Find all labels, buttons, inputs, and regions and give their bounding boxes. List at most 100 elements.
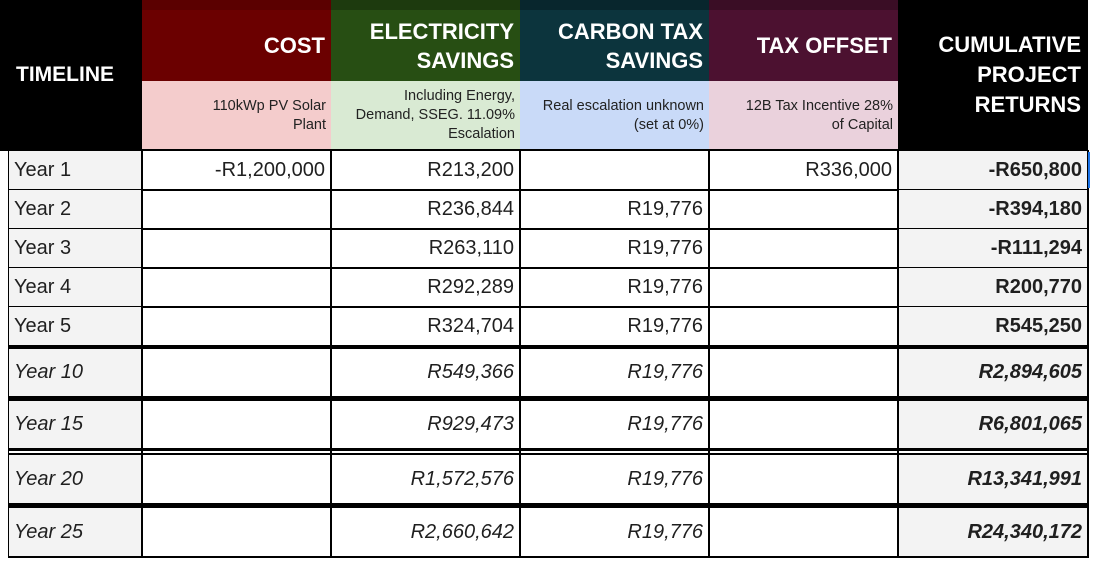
cell-cost[interactable] [142, 349, 331, 396]
cell-year[interactable]: Year 15 [8, 401, 142, 448]
tax-subheader-text: 12B Tax Incentive 28% of Capital [745, 97, 893, 133]
cell-tax[interactable] [709, 401, 898, 448]
cell-tax[interactable] [709, 307, 898, 345]
cell-electricity[interactable]: R324,704 [427, 314, 514, 337]
cell-cost[interactable]: -R1,200,000 [214, 158, 325, 181]
cell-year[interactable]: Year 10 [8, 349, 142, 396]
row-divider [8, 267, 1088, 269]
carbon-header: CARBON TAX SAVINGS [520, 10, 709, 81]
column-divider [897, 150, 899, 558]
cell-cumulative[interactable]: -R650,800 [898, 151, 1088, 189]
cost-subheader-text: 110kWp PV Solar Plant [212, 97, 326, 133]
header-bottom-border [0, 149, 1088, 151]
cell-cost[interactable] [142, 401, 331, 448]
cell-cumulative[interactable]: R200,770 [898, 268, 1088, 306]
cell-cumulative[interactable]: R13,341,991 [898, 455, 1088, 503]
cell-cumulative[interactable]: R2,894,605 [898, 349, 1088, 396]
cell-tax[interactable]: R336,000 [805, 158, 892, 181]
cell-carbon[interactable]: R19,776 [627, 467, 703, 490]
cell-cost[interactable] [142, 455, 331, 503]
row-top-border [8, 399, 1088, 401]
timeline-header: TIMELINE [0, 0, 142, 150]
cell-electricity[interactable]: R213,200 [427, 158, 514, 181]
cost-header: COST [142, 10, 331, 81]
cell-tax[interactable] [709, 349, 898, 396]
cell-cost[interactable] [142, 268, 331, 306]
cell-tax[interactable] [709, 455, 898, 503]
cell-tax[interactable] [709, 190, 898, 228]
cell-tax[interactable] [709, 508, 898, 556]
column-divider [330, 150, 332, 558]
cell-carbon[interactable]: R19,776 [627, 361, 703, 383]
cell-tax[interactable] [709, 229, 898, 267]
row-divider [8, 503, 1088, 506]
cell-year[interactable]: Year 1 [8, 151, 142, 189]
cell-cumulative[interactable]: -R111,294 [898, 229, 1088, 267]
column-divider [8, 150, 9, 558]
column-divider [519, 150, 521, 558]
tax-header-top-strip [709, 0, 898, 10]
cell-carbon[interactable]: R19,776 [627, 275, 703, 298]
cell-year[interactable]: Year 20 [8, 455, 142, 503]
cell-year[interactable]: Year 3 [8, 229, 142, 267]
row-top-border [8, 506, 1088, 508]
cell-electricity[interactable]: R1,572,576 [410, 467, 514, 490]
cell-year[interactable]: Year 2 [8, 190, 142, 228]
cell-cost[interactable] [142, 508, 331, 556]
row-divider [8, 228, 1088, 230]
cell-cost[interactable] [142, 190, 331, 228]
carbon-header-top-strip [520, 0, 709, 10]
cell-electricity[interactable]: R236,844 [427, 197, 514, 220]
row-divider [8, 448, 1088, 451]
electricity-header-top-strip [331, 0, 520, 10]
cell-cumulative[interactable]: -R394,180 [898, 190, 1088, 228]
cell-year[interactable]: Year 5 [8, 307, 142, 345]
cell-electricity[interactable]: R292,289 [427, 275, 514, 298]
carbon-subheader: Real escalation unknown (set at 0%) [520, 81, 709, 150]
cell-year[interactable]: Year 25 [8, 508, 142, 556]
row-divider [8, 556, 1088, 558]
column-divider [141, 150, 143, 558]
column-divider [708, 150, 710, 558]
cost-subheader: 110kWp PV Solar Plant [142, 81, 331, 150]
tax-header: TAX OFFSET [709, 10, 898, 81]
cell-year[interactable]: Year 4 [8, 268, 142, 306]
cell-carbon[interactable]: R19,776 [627, 413, 703, 435]
row-divider [8, 396, 1088, 399]
electricity-subheader-text: Including Energy, Demand, SSEG. 11.09% E… [355, 88, 515, 142]
cell-cumulative[interactable]: R6,801,065 [898, 401, 1088, 448]
row-top-border [8, 347, 1088, 349]
row-divider [8, 189, 1088, 191]
cell-electricity[interactable]: R263,110 [428, 236, 514, 259]
tax-subheader: 12B Tax Incentive 28% of Capital [709, 81, 898, 150]
cell-carbon[interactable]: R19,776 [627, 314, 703, 337]
timeline-header-label: TIMELINE [16, 63, 114, 86]
cell-cost[interactable] [142, 229, 331, 267]
cell-cumulative[interactable]: R24,340,172 [898, 508, 1088, 556]
column-divider [1087, 150, 1089, 558]
cumulative-header-label: CUMULATIVE PROJECT RETURNS [938, 32, 1081, 117]
cost-header-top-strip [142, 0, 331, 10]
cell-carbon[interactable]: R19,776 [627, 236, 703, 259]
cell-electricity[interactable]: R929,473 [427, 413, 514, 435]
cell-cost[interactable] [142, 307, 331, 345]
cell-electricity[interactable]: R549,366 [427, 361, 514, 383]
cost-header-title: COST [263, 33, 325, 58]
cell-carbon[interactable]: R19,776 [627, 520, 703, 543]
cumulative-header: CUMULATIVE PROJECT RETURNS [898, 0, 1088, 150]
row-divider [8, 345, 1088, 348]
tax-header-title: TAX OFFSET [756, 33, 892, 58]
carbon-subheader-text: Real escalation unknown (set at 0%) [542, 97, 704, 133]
carbon-header-title: CARBON TAX SAVINGS [557, 18, 703, 73]
cell-carbon[interactable]: R19,776 [627, 197, 703, 220]
cell-tax[interactable] [709, 268, 898, 306]
cell-carbon[interactable] [520, 151, 709, 189]
electricity-header: ELECTRICITY SAVINGS [331, 10, 520, 81]
cell-selection-marker [1088, 152, 1090, 188]
cell-cumulative[interactable]: R545,250 [898, 307, 1088, 345]
electricity-subheader: Including Energy, Demand, SSEG. 11.09% E… [331, 81, 520, 150]
cell-electricity[interactable]: R2,660,642 [410, 520, 514, 543]
electricity-header-title: ELECTRICITY SAVINGS [369, 18, 514, 73]
row-divider [8, 306, 1088, 308]
row-top-border [8, 453, 1088, 455]
